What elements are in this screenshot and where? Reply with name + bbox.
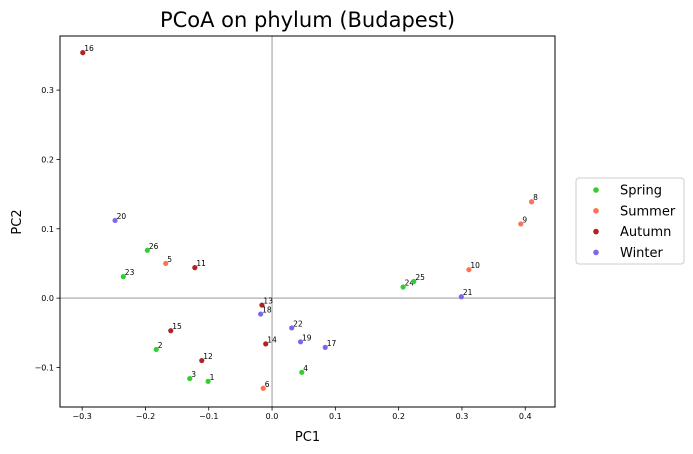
data-point-label: 9 [522,215,527,224]
x-tick-label: 0.2 [392,412,405,421]
data-point-label: 10 [470,261,480,270]
plot-area: −0.3 −0.2 −0.1 0.0 0.1 0.2 0.3 0.4 −0.1 0.0 0.1 0.2… [35,35,556,421]
data-point-autumn [263,341,269,347]
data-point-label: 16 [84,44,94,53]
data-point-autumn [192,265,198,271]
legend-entry-label: Autumn [620,225,671,240]
y-tick-label: −0.1 [35,363,54,372]
legend-entry-label: Spring [620,184,662,199]
x-tick-label: −0.3 [72,412,91,421]
data-point-spring [187,375,193,382]
data-point-spring [144,247,150,253]
legend-box [575,177,685,265]
y-axis-label: PC2 [10,209,25,234]
data-point-label: 5 [167,255,172,264]
x-tick-label: 0.3 [456,412,469,421]
data-point-winter [258,311,264,317]
legend-marker [593,249,599,256]
data-point-label: 24 [405,279,415,288]
legend-marker [593,208,599,214]
data-point-spring [299,369,305,375]
legend-marker [593,228,599,235]
y-tick-label: 0.0 [41,294,54,303]
data-point-autumn [80,50,86,56]
data-point-label: 15 [172,322,182,331]
legend-entry-label: Winter [620,246,664,261]
data-point-label: 17 [327,339,337,348]
data-point-label: 23 [125,268,135,277]
data-point-label: 18 [262,306,272,315]
data-point-label: 3 [191,370,196,379]
data-point-autumn [259,302,265,308]
data-point-spring [400,284,406,290]
data-point-spring [153,346,159,353]
data-point-summer [163,260,169,267]
x-tick-label: 0.0 [266,412,279,421]
data-point-spring [205,378,211,384]
data-point-autumn [199,357,205,364]
data-point-label: 25 [415,273,425,282]
data-point-label: 8 [533,193,538,202]
data-point-summer [518,221,524,227]
chart-title: PCoA on phylum (Budapest) [160,8,455,32]
data-point-label: 1 [210,373,215,382]
data-point-autumn [168,328,174,334]
data-point-winter [322,344,328,350]
x-tick-label: −0.2 [136,412,155,421]
data-point-winter [112,217,118,224]
data-point-label: 11 [196,259,206,268]
data-point-label: 14 [267,335,277,344]
data-point-winter [458,294,464,300]
data-point-summer [528,199,535,205]
plot-frame [59,35,556,408]
data-point-summer [466,267,472,273]
data-point-label: 4 [303,364,308,373]
x-tick-label: −0.1 [199,412,218,421]
x-tick-label: 0.4 [519,412,532,421]
y-tick-label: 0.1 [41,225,54,234]
y-tick-label: 0.3 [41,86,54,95]
data-point-spring [120,274,126,280]
data-point-label: 21 [463,288,473,297]
data-point-label: 26 [149,242,159,251]
legend-marker [593,187,599,193]
data-point-label: 6 [265,380,270,389]
data-point-label: 19 [302,333,312,342]
data-point-label: 12 [203,352,213,361]
data-point-label: 13 [263,297,273,306]
data-point-summer [260,385,266,391]
data-point-winter [297,339,304,345]
legend: Spring Summer Autumn Winter [575,177,685,265]
y-tick-label: 0.2 [41,155,54,164]
data-point-label: 2 [158,341,163,350]
legend-entry-label: Summer [620,204,676,219]
data-point-label: 22 [293,319,303,328]
data-point-label: 20 [117,212,127,221]
x-tick-label: 0.1 [329,412,342,421]
data-point-winter [289,325,295,331]
x-axis-label: PC1 [295,430,320,445]
data-point-spring [411,278,417,285]
